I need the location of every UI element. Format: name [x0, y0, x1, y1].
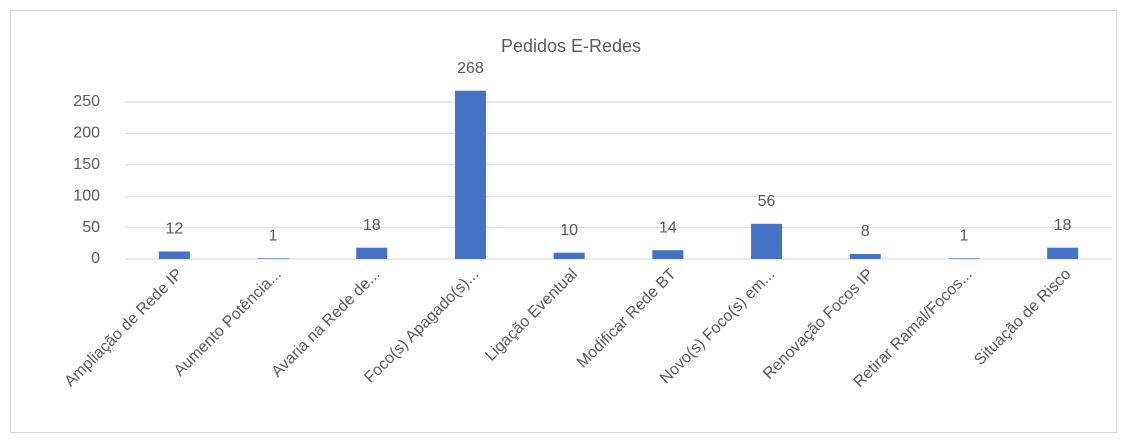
bar [849, 253, 881, 259]
y-tick-label: 250 [73, 93, 100, 110]
y-tick-label: 50 [82, 219, 100, 236]
bar [356, 247, 388, 259]
data-label: 8 [861, 223, 870, 240]
data-label: 1 [959, 228, 968, 245]
bar [1047, 247, 1079, 259]
y-tick-label: 150 [73, 156, 100, 173]
bar [454, 90, 486, 259]
data-label: 56 [758, 193, 776, 210]
data-label: 268 [457, 60, 484, 77]
chart-title: Pedidos E-Redes [501, 36, 641, 56]
y-tick-label: 0 [91, 250, 100, 267]
bar [158, 251, 190, 259]
bar [257, 258, 289, 259]
chart-border [10, 10, 1117, 433]
bar [553, 252, 585, 259]
data-label: 12 [165, 221, 183, 238]
bar [652, 250, 684, 259]
y-tick-label: 200 [73, 125, 100, 142]
data-label: 14 [659, 219, 677, 236]
data-label: 18 [363, 217, 381, 234]
data-label: 18 [1054, 217, 1072, 234]
bar [948, 258, 980, 259]
data-label: 10 [560, 222, 578, 239]
y-tick-label: 100 [73, 187, 100, 204]
data-label: 1 [269, 228, 278, 245]
bar [751, 223, 783, 259]
